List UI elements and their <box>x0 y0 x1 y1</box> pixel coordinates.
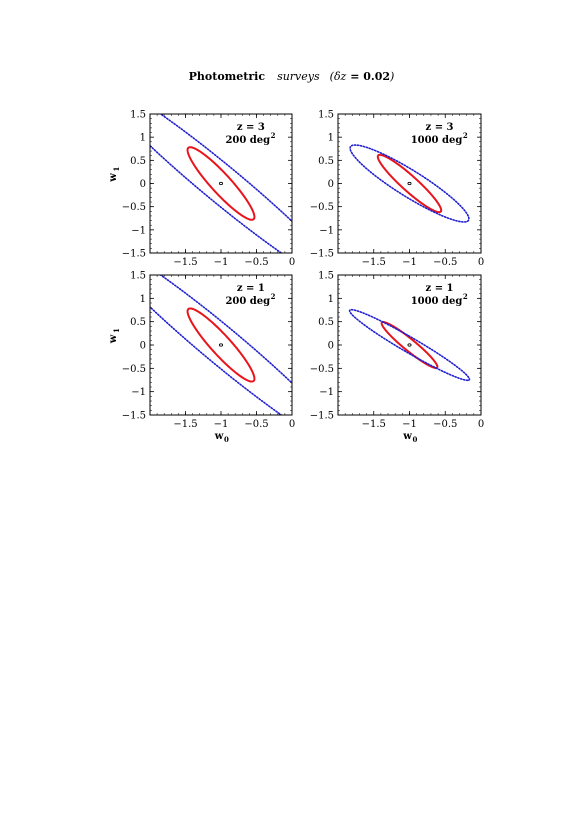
panel-label-redshift: z = 1 <box>426 283 454 294</box>
y-tick-label: 0 <box>140 179 146 190</box>
x-tick-label: −1.5 <box>173 257 197 268</box>
x-tick-label: 0 <box>478 257 484 268</box>
y-tick-label: 0.5 <box>318 317 334 328</box>
y-tick-label: −1 <box>131 225 146 236</box>
x-tick-label: −1 <box>214 257 229 268</box>
outer-contour <box>349 144 470 223</box>
y-tick-label: −1.5 <box>310 249 334 260</box>
y-axis-label-subscript: 1 <box>112 328 121 333</box>
panel-label-area-exponent: 2 <box>271 292 276 301</box>
panel-label-area: 1000 deg <box>411 296 463 307</box>
outer-contour <box>150 114 292 253</box>
title-paren-close: ) <box>390 70 395 83</box>
title-paren-open: ( <box>329 70 334 83</box>
y-tick-label: 0 <box>328 341 334 352</box>
y-tick-label: −0.5 <box>310 202 334 213</box>
x-axis-label-subscript: 0 <box>224 435 229 444</box>
y-tick-label: −1 <box>319 387 334 398</box>
fiducial-point <box>407 181 412 186</box>
panel-label-area-exponent: 2 <box>463 292 468 301</box>
x-tick-label: 0 <box>289 419 295 430</box>
panel-3: 1.5 1 0.5 0 −0.5 −1 −1.5 −1.5 −1 −0.5 0 z = 1 200 de… <box>108 271 295 445</box>
panel-label-redshift: z = 3 <box>426 122 454 133</box>
y-tick-label: −1.5 <box>122 249 146 260</box>
y-tick-label: 1.5 <box>318 110 334 121</box>
panel-2: 1.5 1 0.5 0 −0.5 −1 −1.5 −1.5 −1 −0.5 0 z = 3 1000 d… <box>310 110 484 269</box>
y-axis-label-text: w <box>108 173 119 183</box>
x-tick-label: −0.5 <box>433 257 457 268</box>
fiducial-point <box>218 343 223 347</box>
title-main: Photometric <box>188 70 266 83</box>
panel-label-area-exponent: 2 <box>463 131 468 140</box>
title-param: (δz = 0.02) <box>330 70 395 83</box>
y-tick-label: 1 <box>140 294 146 305</box>
y-tick-label: −1.5 <box>122 411 146 422</box>
title-italic: surveys <box>277 70 320 83</box>
y-tick-label: 1 <box>328 294 334 305</box>
panel-label-redshift: z = 1 <box>237 283 265 294</box>
inner-contour <box>376 153 443 214</box>
panel-label-redshift: z = 3 <box>237 122 265 133</box>
y-tick-label: 0 <box>140 341 146 352</box>
title-value: 0.02 <box>363 70 391 83</box>
x-axis-label-text: w <box>214 431 224 442</box>
y-tick-label: 1.5 <box>318 271 334 282</box>
x-tick-label: −1.5 <box>362 257 386 268</box>
x-tick-label: −0.5 <box>244 419 268 430</box>
x-tick-label: 0 <box>289 257 295 268</box>
x-tick-label: −0.5 <box>433 419 457 430</box>
y-axis-label-text: w <box>108 334 119 344</box>
y-tick-label: 0.5 <box>130 317 146 328</box>
y-tick-label: 1 <box>140 133 146 144</box>
outer-contour <box>348 308 471 382</box>
x-tick-label: −1 <box>214 419 229 430</box>
y-tick-label: 1.5 <box>130 271 146 282</box>
y-tick-label: −0.5 <box>310 364 334 375</box>
x-tick-label: −1.5 <box>173 419 197 430</box>
x-tick-label: −1 <box>402 419 417 430</box>
inner-contour <box>186 146 256 221</box>
y-tick-label: 0 <box>328 179 334 190</box>
fiducial-point <box>407 343 412 347</box>
y-tick-label: −1 <box>319 225 334 236</box>
figure-title: Photometric surveys (δz = 0.02) <box>0 70 583 83</box>
y-tick-label: 0.5 <box>130 156 146 167</box>
y-tick-label: −1.5 <box>310 411 334 422</box>
panel-label-area: 200 deg <box>225 135 270 146</box>
inner-contour <box>380 321 439 369</box>
panel-label-area-exponent: 2 <box>271 131 276 140</box>
title-delta: δz <box>333 70 347 83</box>
y-tick-label: −0.5 <box>122 364 146 375</box>
x-axis-label-subscript: 0 <box>413 435 418 444</box>
panel-label-area: 1000 deg <box>411 135 463 146</box>
y-tick-label: −0.5 <box>122 202 146 213</box>
fiducial-point <box>218 181 223 186</box>
outer-contour <box>150 275 292 415</box>
panel-label-area: 200 deg <box>225 296 270 307</box>
y-axis-label: w1 <box>108 328 121 344</box>
panel-1: 1.5 1 0.5 0 −0.5 −1 −1.5 −1.5 −1 −0.5 0 z = 3 200 de… <box>108 110 295 269</box>
inner-contour <box>186 307 256 383</box>
panel-4: 1.5 1 0.5 0 −0.5 −1 −1.5 −1.5 −1 −0.5 0 z = 1 1000 d… <box>310 271 484 445</box>
x-tick-label: 0 <box>478 419 484 430</box>
y-tick-label: 1 <box>328 133 334 144</box>
x-axis-label-text: w <box>402 431 412 442</box>
x-tick-label: −0.5 <box>244 257 268 268</box>
x-tick-label: −1 <box>402 257 417 268</box>
title-eq: = <box>346 70 364 83</box>
y-tick-label: 1.5 <box>130 110 146 121</box>
y-tick-label: 0.5 <box>318 156 334 167</box>
x-tick-label: −1.5 <box>362 419 386 430</box>
y-axis-label-subscript: 1 <box>112 167 121 172</box>
y-axis-label: w1 <box>108 167 121 183</box>
y-tick-label: −1 <box>131 387 146 398</box>
